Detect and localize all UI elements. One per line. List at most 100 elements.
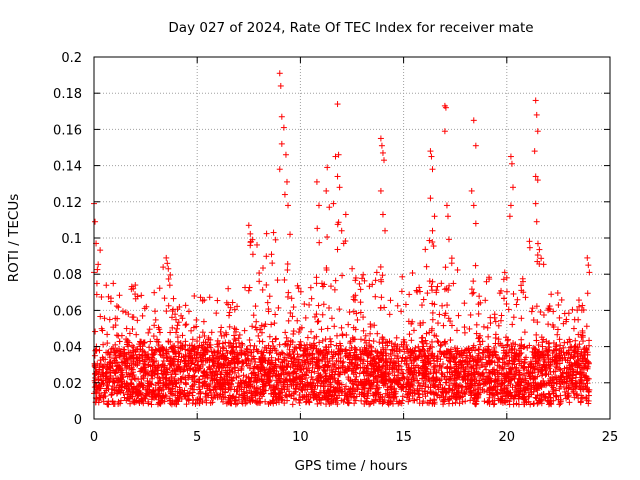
- data-point: [453, 327, 460, 334]
- data-point: [163, 384, 170, 391]
- data-point: [96, 366, 103, 373]
- data-point: [473, 321, 480, 328]
- data-point: [138, 292, 145, 299]
- data-point: [270, 229, 277, 236]
- data-point: [118, 384, 125, 391]
- data-point: [213, 376, 220, 383]
- data-point: [246, 336, 253, 343]
- data-point: [284, 266, 291, 273]
- data-point: [575, 297, 582, 304]
- data-point: [534, 240, 541, 247]
- data-point: [483, 366, 490, 373]
- data-point: [331, 286, 338, 293]
- data-point: [148, 381, 155, 388]
- data-point: [185, 397, 192, 404]
- data-point: [104, 340, 111, 347]
- data-point: [531, 148, 538, 155]
- data-point: [506, 213, 513, 220]
- data-point: [178, 354, 185, 361]
- data-point: [297, 338, 304, 345]
- data-point: [218, 376, 225, 383]
- data-point: [423, 330, 430, 337]
- data-point: [357, 286, 364, 293]
- data-point: [154, 336, 161, 343]
- data-point: [442, 379, 449, 386]
- data-point: [278, 140, 285, 147]
- data-point: [420, 296, 427, 303]
- data-point: [133, 346, 140, 353]
- data-point: [115, 332, 122, 339]
- data-point: [566, 399, 573, 406]
- data-point: [361, 337, 368, 344]
- data-point: [211, 363, 218, 370]
- data-point: [188, 327, 195, 334]
- data-point: [410, 397, 417, 404]
- data-point: [137, 338, 144, 345]
- data-point: [120, 352, 127, 359]
- data-point: [149, 352, 156, 359]
- data-point: [418, 302, 425, 309]
- data-point: [124, 395, 131, 402]
- data-point: [139, 343, 146, 350]
- data-point: [323, 187, 330, 194]
- data-point: [114, 315, 121, 322]
- data-point: [468, 187, 475, 194]
- data-point: [521, 370, 528, 377]
- y-tick-label: 0.1: [61, 232, 82, 247]
- data-point: [217, 370, 224, 377]
- data-point: [174, 394, 181, 401]
- data-point: [176, 364, 183, 371]
- data-point: [443, 202, 450, 209]
- data-point: [176, 350, 183, 357]
- data-point: [172, 388, 179, 395]
- data-point: [398, 288, 405, 295]
- data-point: [226, 367, 233, 374]
- data-point: [586, 269, 593, 276]
- data-point: [579, 302, 586, 309]
- data-point: [498, 312, 505, 319]
- data-point: [334, 101, 341, 108]
- data-point: [167, 400, 174, 407]
- data-point: [481, 398, 488, 405]
- data-point: [167, 271, 174, 278]
- y-tick-label: 0.08: [53, 268, 82, 283]
- data-point: [480, 323, 487, 330]
- data-point: [104, 349, 111, 356]
- data-point: [118, 369, 125, 376]
- data-point: [423, 263, 430, 270]
- data-point: [281, 191, 288, 198]
- data-point: [195, 390, 202, 397]
- data-point: [209, 358, 216, 365]
- data-point: [174, 338, 181, 345]
- data-point: [182, 322, 189, 329]
- data-point: [167, 361, 174, 368]
- data-point: [110, 324, 117, 331]
- data-point: [505, 306, 512, 313]
- data-point: [533, 331, 540, 338]
- data-point: [434, 320, 441, 327]
- data-point: [585, 262, 592, 269]
- data-point: [131, 375, 138, 382]
- data-point: [127, 400, 134, 407]
- data-point: [470, 202, 477, 209]
- data-point: [301, 301, 308, 308]
- data-point: [440, 322, 447, 329]
- data-point: [444, 302, 451, 309]
- data-point: [281, 341, 288, 348]
- data-point: [220, 381, 227, 388]
- data-point: [308, 295, 315, 302]
- data-point: [454, 266, 461, 273]
- data-point: [134, 317, 141, 324]
- data-point: [240, 388, 247, 395]
- data-point: [100, 356, 107, 363]
- data-point: [400, 370, 407, 377]
- data-point: [526, 244, 533, 251]
- data-point: [313, 311, 320, 318]
- data-point: [185, 308, 192, 315]
- data-point: [209, 399, 216, 406]
- data-point: [97, 247, 104, 254]
- data-point: [123, 385, 130, 392]
- data-point: [182, 302, 189, 309]
- data-point: [189, 400, 196, 407]
- data-point: [125, 349, 132, 356]
